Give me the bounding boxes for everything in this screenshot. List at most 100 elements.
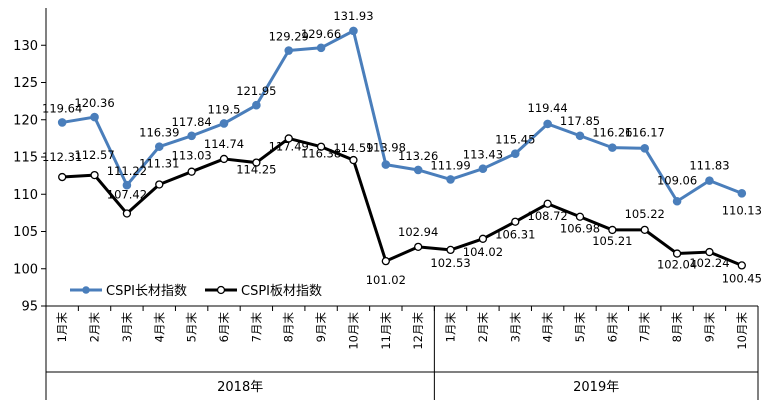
data-label-plate: 106.31 xyxy=(495,228,535,242)
data-point-plate xyxy=(252,158,261,167)
data-label-long: 115.45 xyxy=(495,133,535,147)
x-category-label: 6月末 xyxy=(217,312,231,343)
data-point-plate xyxy=(705,247,714,257)
data-point-long xyxy=(640,143,650,153)
data-label-plate: 116.38 xyxy=(301,147,341,161)
data-label-plate: 112.57 xyxy=(74,148,114,162)
x-category-label: 7月末 xyxy=(249,312,263,343)
data-point-plate xyxy=(155,180,164,189)
data-label-long: 129.66 xyxy=(301,27,341,41)
data-point-long xyxy=(413,165,423,175)
y-tick-label: 125 xyxy=(13,76,38,91)
x-category-label: 8月末 xyxy=(282,312,296,343)
data-point-long xyxy=(737,188,747,198)
data-point-long xyxy=(478,164,488,173)
data-label-long: 109.06 xyxy=(657,173,697,187)
data-point-plate xyxy=(608,225,617,235)
x-category-label: 11月末 xyxy=(379,312,393,350)
data-point-long xyxy=(154,142,164,151)
data-label-long: 110.13 xyxy=(722,203,762,217)
legend-swatch-marker xyxy=(216,285,226,295)
data-label-plate: 114.74 xyxy=(204,137,244,151)
data-point-plate xyxy=(737,261,746,270)
data-point-long xyxy=(349,26,358,36)
data-point-long xyxy=(608,143,617,152)
x-category-label: 7月末 xyxy=(638,312,652,343)
series-lines xyxy=(61,29,743,267)
data-label-long: 113.26 xyxy=(398,149,438,163)
data-label-plate: 117.49 xyxy=(269,139,309,153)
data-point-long xyxy=(284,46,294,55)
data-label-long: 113.43 xyxy=(463,148,503,162)
data-point-long xyxy=(90,112,99,122)
data-point-long xyxy=(219,119,229,128)
axes xyxy=(45,8,759,400)
data-point-plate xyxy=(414,242,423,251)
legend-swatch-marker xyxy=(82,286,90,294)
y-tick-label: 130 xyxy=(13,39,38,54)
series-line-plate xyxy=(62,136,743,267)
x-axis-categories: 1月末 2月末 3月末 4月末 5月末 6月末 7月末 8月末 9月末 10月末 11月末 12月末 1… xyxy=(55,312,749,350)
data-label-long: 119.5 xyxy=(208,102,241,116)
y-tick-label: 105 xyxy=(13,225,38,240)
data-point-plate xyxy=(187,167,196,176)
data-label-long: 119.44 xyxy=(528,101,568,115)
data-point-long xyxy=(672,196,682,206)
x-category-label: 5月末 xyxy=(573,312,587,343)
data-point-plate xyxy=(543,199,552,208)
data-label-long: 120.36 xyxy=(74,96,114,110)
data-label-plate: 102.53 xyxy=(430,256,470,270)
data-label-plate: 111.31 xyxy=(139,156,179,170)
data-label-long: 116.26 xyxy=(592,126,632,140)
data-point-plate xyxy=(58,172,67,182)
y-tick-label: 100 xyxy=(13,262,38,277)
data-point-long xyxy=(316,43,326,53)
data-point-long xyxy=(510,149,520,158)
data-point-long xyxy=(575,131,585,141)
data-label-long: 113.98 xyxy=(366,141,406,155)
x-category-label: 6月末 xyxy=(605,312,619,343)
y-tick-label: 110 xyxy=(13,188,38,203)
data-point-long xyxy=(252,100,261,110)
data-point-long xyxy=(705,176,714,185)
x-category-label: 4月末 xyxy=(152,312,166,343)
series-line-long xyxy=(61,29,743,203)
data-point-plate xyxy=(478,234,488,243)
data-point-plate xyxy=(122,209,132,218)
data-label-long: 111.99 xyxy=(430,158,470,172)
data-point-long xyxy=(57,118,67,127)
data-label-long: 129.29 xyxy=(269,30,309,44)
data-label-plate: 101.02 xyxy=(366,273,406,287)
x-category-label: 5月末 xyxy=(185,312,199,343)
x-category-label: 2月末 xyxy=(88,312,102,343)
data-point-plate xyxy=(511,217,520,226)
data-point-plate xyxy=(381,257,390,266)
data-label-long: 119.64 xyxy=(42,101,82,115)
legend-entry-label: CSPI板材指数 xyxy=(241,284,322,299)
x-category-label: 12月末 xyxy=(411,312,425,350)
x-category-label: 3月末 xyxy=(508,312,522,343)
data-point-long xyxy=(122,180,132,190)
series-points xyxy=(57,26,747,270)
data-point-long xyxy=(381,160,391,169)
data-label-plate: 114.25 xyxy=(236,163,276,177)
data-label-plate: 107.42 xyxy=(107,187,147,201)
data-point-plate xyxy=(316,142,326,151)
year-group-label: 2019年 xyxy=(573,380,619,395)
legend-entry-label: CSPI长材指数 xyxy=(106,284,187,299)
data-label-plate: 100.45 xyxy=(722,271,762,285)
data-label-plate: 105.21 xyxy=(592,234,632,248)
data-label-plate: 114.59 xyxy=(333,141,373,155)
data-label-plate: 102.94 xyxy=(398,225,438,239)
data-label-long: 121.95 xyxy=(236,84,276,98)
data-point-long xyxy=(543,119,552,129)
x-category-label: 8月末 xyxy=(670,312,684,343)
data-label-long: 131.93 xyxy=(333,9,373,23)
y-tick-label: 115 xyxy=(13,151,38,166)
year-groups: 2018年 2019年 xyxy=(217,306,619,400)
x-category-label: 2月末 xyxy=(476,312,490,343)
data-point-plate xyxy=(672,249,682,258)
